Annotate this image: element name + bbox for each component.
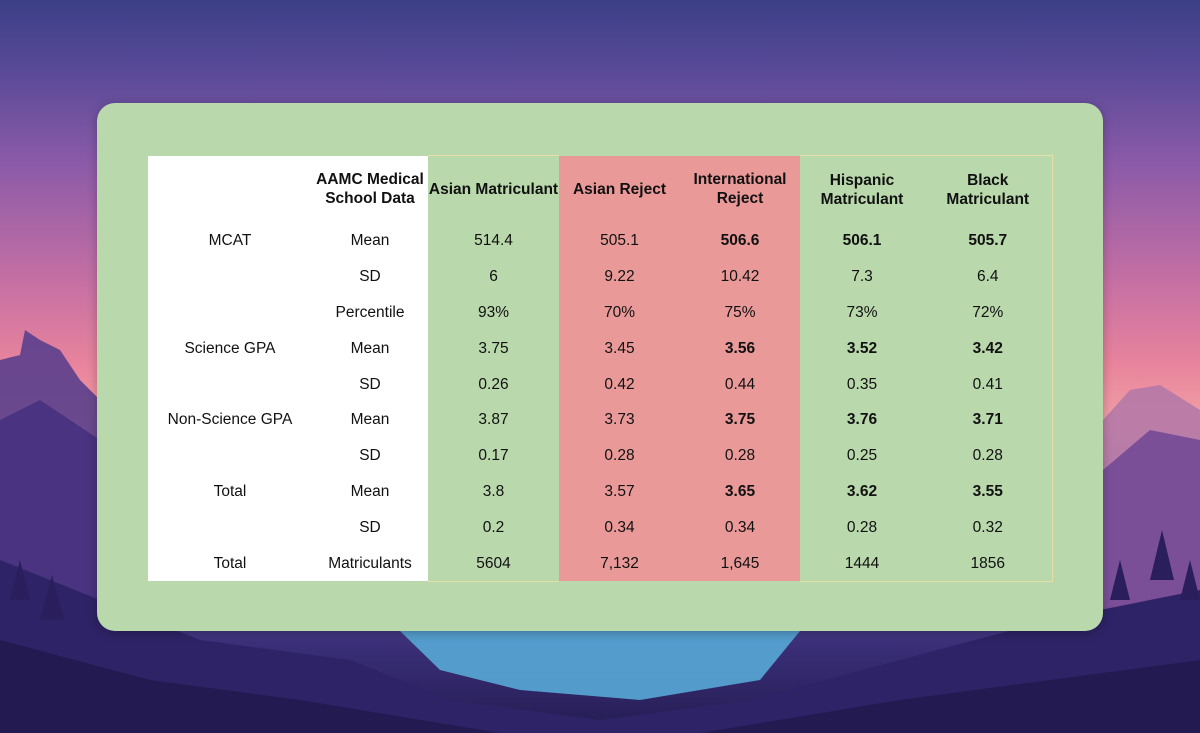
cell-international-reject: 10.42: [680, 258, 800, 295]
cell-hispanic-matriculant: 73%: [800, 294, 924, 331]
cell-black-matriculant: 3.71: [924, 401, 1053, 438]
cell-asian-matriculant: 0.2: [428, 509, 559, 546]
cell-international-reject: 0.34: [680, 509, 800, 546]
table-row: SD 6 9.22 10.42 7.3 6.4: [148, 258, 1053, 295]
cell-asian-reject: 0.28: [559, 437, 680, 474]
row-stat-label: Mean: [312, 223, 428, 259]
cell-international-reject: 506.6: [680, 223, 800, 259]
cell-asian-reject: 7,132: [559, 545, 680, 582]
cell-hispanic-matriculant: 3.52: [800, 330, 924, 367]
cell-asian-reject: 505.1: [559, 223, 680, 259]
aamc-data-table: AAMC Medical School Data Asian Matricula…: [148, 155, 1053, 582]
cell-hispanic-matriculant: 3.76: [800, 401, 924, 438]
cell-hispanic-matriculant: 7.3: [800, 258, 924, 295]
cell-asian-matriculant: 514.4: [428, 223, 559, 259]
cell-hispanic-matriculant: 0.35: [800, 366, 924, 402]
cell-hispanic-matriculant: 0.25: [800, 437, 924, 474]
header-cell-international-reject: International Reject: [680, 155, 800, 223]
row-group-label: [148, 366, 312, 402]
cell-hispanic-matriculant: 506.1: [800, 223, 924, 259]
cell-asian-reject: 3.45: [559, 330, 680, 367]
cell-asian-reject: 3.73: [559, 401, 680, 438]
cell-international-reject: 3.65: [680, 473, 800, 510]
row-stat-label: Mean: [312, 330, 428, 367]
header-cell-aamc: AAMC Medical School Data: [312, 155, 428, 223]
cell-black-matriculant: 3.55: [924, 473, 1053, 510]
cell-hispanic-matriculant: 1444: [800, 545, 924, 582]
row-stat-label: Percentile: [312, 294, 428, 331]
cell-black-matriculant: 505.7: [924, 223, 1053, 259]
row-group-label: [148, 509, 312, 546]
table-row: Non-Science GPA Mean 3.87 3.73 3.75 3.76 3.71: [148, 401, 1053, 438]
row-stat-label: SD: [312, 437, 428, 474]
cell-asian-matriculant: 93%: [428, 294, 559, 331]
header-cell-asian-reject: Asian Reject: [559, 155, 680, 223]
cell-black-matriculant: 0.32: [924, 509, 1053, 546]
row-group-label: [148, 437, 312, 474]
row-group-label: [148, 294, 312, 331]
table-body: MCAT Mean 514.4 505.1 506.6 506.1 505.7 SD 6 9.22…: [148, 223, 1053, 582]
table-row: Science GPA Mean 3.75 3.45 3.56 3.52 3.42: [148, 330, 1053, 367]
row-stat-label: Mean: [312, 473, 428, 510]
cell-black-matriculant: 0.41: [924, 366, 1053, 402]
cell-international-reject: 1,645: [680, 545, 800, 582]
row-group-label: Total: [148, 545, 312, 582]
table-row: SD 0.26 0.42 0.44 0.35 0.41: [148, 366, 1053, 402]
cell-black-matriculant: 3.42: [924, 330, 1053, 367]
cell-asian-matriculant: 0.17: [428, 437, 559, 474]
cell-international-reject: 0.28: [680, 437, 800, 474]
cell-asian-matriculant: 6: [428, 258, 559, 295]
cell-asian-matriculant: 3.87: [428, 401, 559, 438]
row-group-label: Total: [148, 473, 312, 510]
cell-international-reject: 3.56: [680, 330, 800, 367]
table-row: SD 0.2 0.34 0.34 0.28 0.32: [148, 509, 1053, 546]
row-group-label: MCAT: [148, 223, 312, 259]
cell-asian-matriculant: 3.8: [428, 473, 559, 510]
cell-asian-reject: 70%: [559, 294, 680, 331]
row-group-label: Non-Science GPA: [148, 401, 312, 438]
table-row: Total Mean 3.8 3.57 3.65 3.62 3.55: [148, 473, 1053, 510]
row-stat-label: Mean: [312, 401, 428, 438]
table-row: Total Matriculants 5604 7,132 1,645 1444 1856: [148, 545, 1053, 582]
table-row: SD 0.17 0.28 0.28 0.25 0.28: [148, 437, 1053, 474]
cell-international-reject: 0.44: [680, 366, 800, 402]
cell-hispanic-matriculant: 3.62: [800, 473, 924, 510]
header-cell-asian-matriculant: Asian Matriculant: [428, 155, 559, 223]
table-row: MCAT Mean 514.4 505.1 506.6 506.1 505.7: [148, 223, 1053, 259]
cell-asian-reject: 3.57: [559, 473, 680, 510]
row-stat-label: SD: [312, 258, 428, 295]
table-card: AAMC Medical School Data Asian Matricula…: [97, 103, 1103, 631]
row-group-label: Science GPA: [148, 330, 312, 367]
header-cell-hispanic-matriculant: Hispanic Matriculant: [800, 155, 924, 223]
cell-international-reject: 75%: [680, 294, 800, 331]
table-row: Percentile 93% 70% 75% 73% 72%: [148, 294, 1053, 331]
cell-asian-matriculant: 5604: [428, 545, 559, 582]
row-stat-label: SD: [312, 366, 428, 402]
header-cell-black-matriculant: Black Matriculant: [924, 155, 1053, 223]
cell-asian-matriculant: 3.75: [428, 330, 559, 367]
row-stat-label: Matriculants: [312, 545, 428, 582]
cell-asian-reject: 0.42: [559, 366, 680, 402]
header-cell-empty: [148, 155, 312, 223]
cell-asian-reject: 9.22: [559, 258, 680, 295]
cell-international-reject: 3.75: [680, 401, 800, 438]
cell-black-matriculant: 0.28: [924, 437, 1053, 474]
row-stat-label: SD: [312, 509, 428, 546]
cell-hispanic-matriculant: 0.28: [800, 509, 924, 546]
cell-asian-reject: 0.34: [559, 509, 680, 546]
cell-black-matriculant: 1856: [924, 545, 1053, 582]
row-group-label: [148, 258, 312, 295]
header-row: AAMC Medical School Data Asian Matricula…: [148, 155, 1053, 223]
cell-black-matriculant: 6.4: [924, 258, 1053, 295]
cell-asian-matriculant: 0.26: [428, 366, 559, 402]
cell-black-matriculant: 72%: [924, 294, 1053, 331]
data-table-container: AAMC Medical School Data Asian Matricula…: [148, 155, 1053, 582]
